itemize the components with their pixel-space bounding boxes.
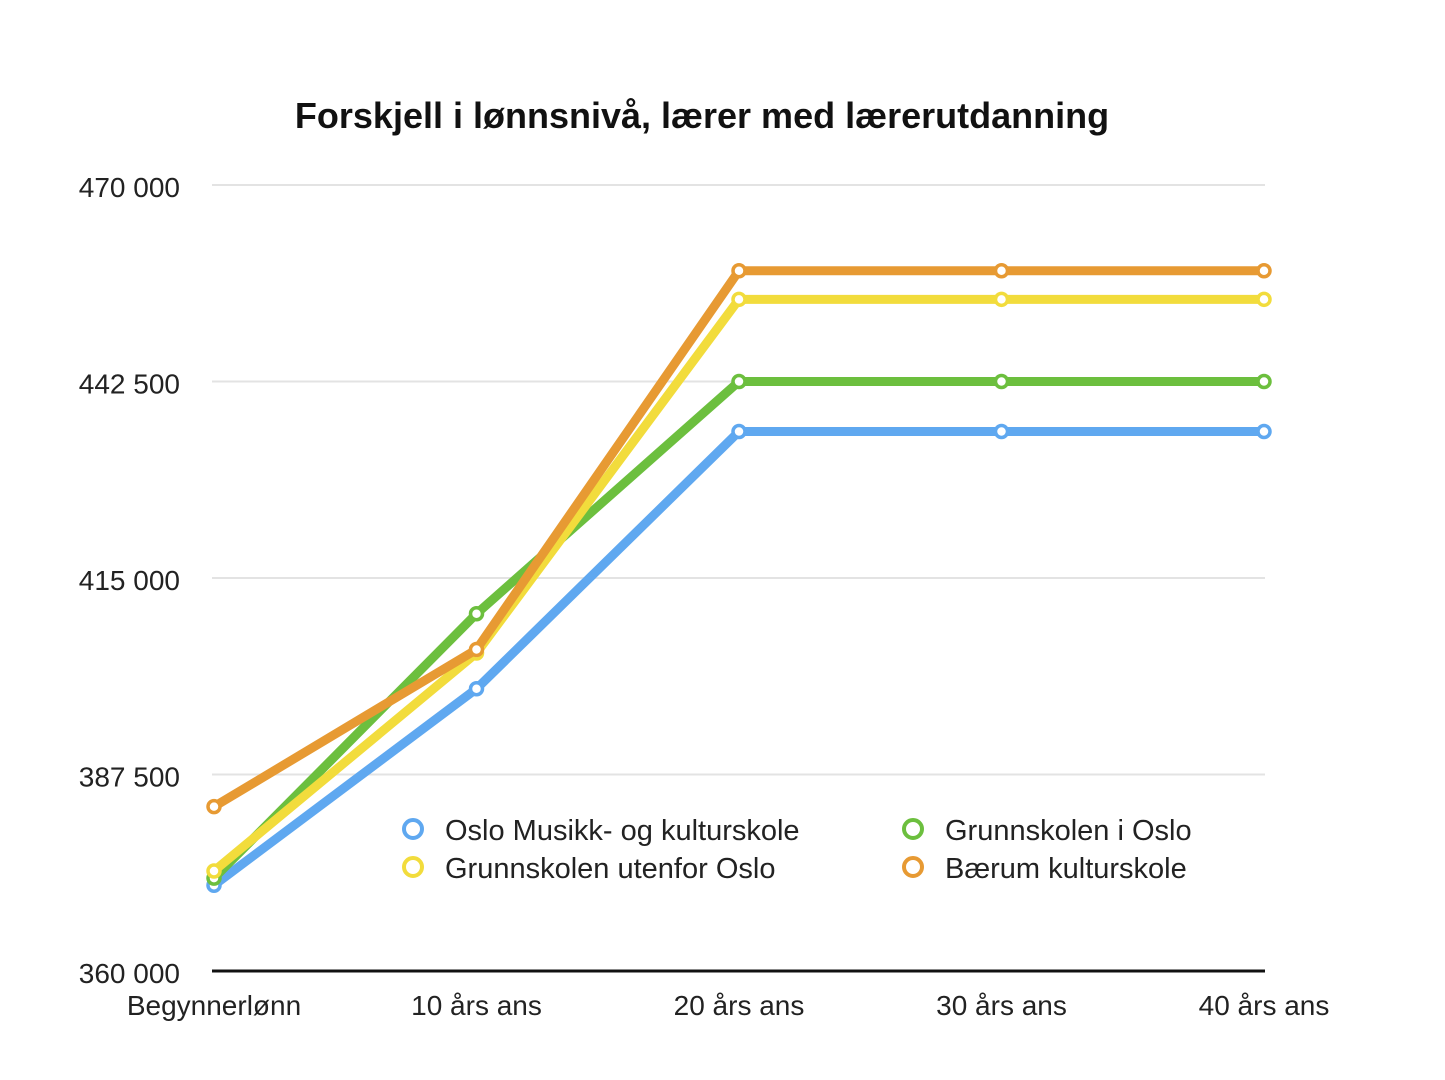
data-point — [468, 681, 485, 697]
legend-marker — [902, 818, 924, 840]
legend-label: Grunnskolen i Oslo — [945, 815, 1192, 847]
x-tick-label: 30 års ans — [936, 990, 1067, 1021]
legend-marker — [402, 856, 424, 878]
y-tick-label: 415 000 — [79, 565, 180, 596]
data-point — [206, 798, 222, 815]
series-line — [209, 266, 1269, 812]
y-tick-label: 442 500 — [79, 369, 180, 400]
legend-label: Grunnskolen utenfor Oslo — [445, 853, 775, 885]
y-tick-label: 470 000 — [79, 172, 180, 203]
data-point — [1256, 262, 1272, 279]
data-point — [993, 373, 1010, 390]
data-point — [1256, 291, 1272, 308]
legend-item: Grunnskolen i Oslo — [902, 815, 1192, 847]
x-tick-label: 10 års ans — [411, 990, 542, 1021]
data-point — [468, 641, 485, 658]
x-tick-label: Begynnerlønn — [127, 990, 301, 1021]
legend-item: Oslo Musikk- og kulturskole — [402, 815, 800, 847]
data-point — [731, 423, 747, 440]
series-lines — [206, 262, 1272, 894]
data-point — [993, 423, 1010, 440]
data-point — [731, 262, 747, 279]
legend-item: Grunnskolen utenfor Oslo — [402, 853, 775, 885]
y-tick-label: 360 000 — [79, 958, 180, 989]
data-point — [731, 291, 747, 308]
legend-label: Bærum kulturskole — [945, 853, 1187, 885]
legend: Oslo Musikk- og kulturskole Grunnskolen i… — [402, 815, 1192, 885]
data-point — [993, 262, 1010, 279]
data-point — [468, 605, 485, 622]
data-point — [206, 863, 222, 879]
legend-marker — [402, 818, 424, 840]
legend-label: Oslo Musikk- og kulturskole — [445, 815, 800, 847]
data-point — [1256, 373, 1272, 390]
chart-title: Forskjell i lønnsnivå, lærer med lærerut… — [295, 95, 1109, 136]
legend-item: Bærum kulturskole — [902, 853, 1187, 885]
x-tick-label: 20 års ans — [674, 990, 805, 1021]
data-point — [731, 373, 747, 390]
y-tick-label: 387 500 — [79, 762, 180, 793]
legend-marker — [902, 856, 924, 878]
data-point — [1256, 423, 1272, 440]
series-line — [209, 377, 1269, 883]
data-point — [993, 291, 1010, 308]
x-tick-label: 40 års ans — [1199, 990, 1330, 1021]
axes: 360 000 387 500 415 000 442 500 470 000 Begyn… — [79, 172, 1330, 1021]
